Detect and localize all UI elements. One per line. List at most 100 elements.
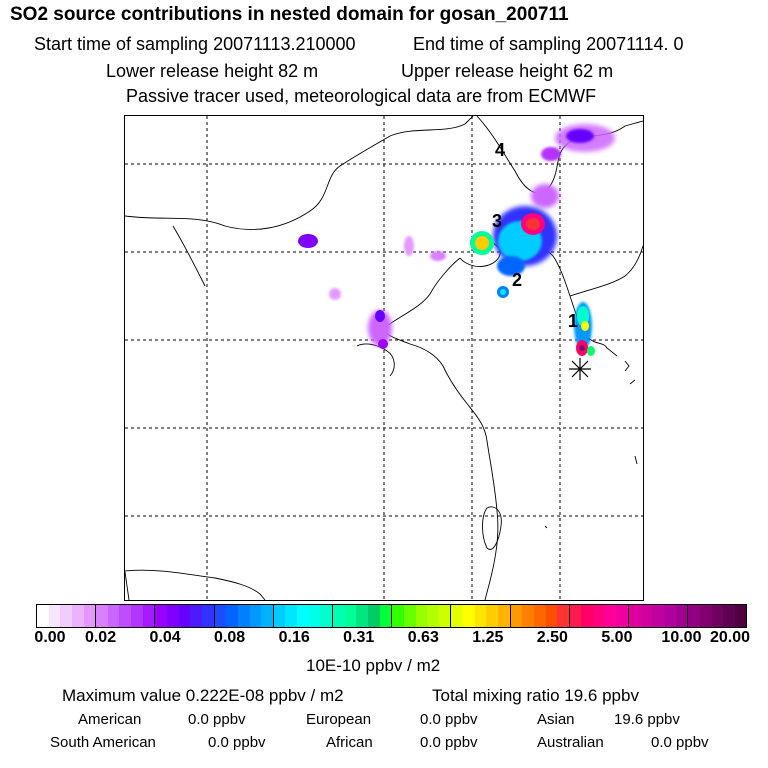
color-scale-swatch (734, 605, 747, 627)
color-scale-swatch (83, 605, 97, 627)
color-scale-swatch (48, 605, 61, 627)
color-scale-swatch (367, 605, 380, 627)
source-name: European (306, 711, 372, 728)
color-scale-swatch (640, 605, 653, 627)
source-name: Australian (537, 734, 604, 751)
source-value: 0.0 ppbv (188, 711, 246, 728)
color-scale-swatch (379, 605, 393, 627)
color-scale-swatch (403, 605, 416, 627)
color-scale-swatch (119, 605, 132, 627)
asterisk-icon (569, 358, 591, 380)
color-scale-swatch (663, 605, 676, 627)
color-scale-swatch (107, 605, 120, 627)
color-scale-swatch (486, 605, 498, 627)
color-scale-swatch (273, 605, 286, 627)
color-scale-swatch (688, 605, 700, 627)
tracer-note: Passive tracer used, meteorological data… (126, 86, 597, 106)
color-scale-swatch (415, 605, 428, 627)
color-scale-tick-label: 1.25 (472, 629, 504, 646)
source-name: American (78, 711, 142, 728)
color-scale-swatch (71, 605, 84, 627)
color-scale-swatch (37, 605, 49, 627)
color-scale-swatch (581, 605, 594, 627)
source-label: 2 (512, 270, 522, 290)
color-scale-swatch (190, 605, 202, 627)
color-scale-swatch (557, 605, 570, 627)
source-value: 0.0 ppbv (208, 734, 266, 751)
color-scale-swatch (522, 605, 534, 627)
color-scale-tick-label: 0.02 (84, 629, 117, 646)
concentration-plume (298, 124, 615, 356)
source-value: 19.6 ppbv (614, 711, 680, 728)
color-scale-swatch (96, 605, 108, 627)
color-scale-swatch (593, 605, 605, 627)
color-scale-tick-label: 0.04 (149, 629, 181, 646)
coastlines (125, 116, 643, 600)
source-label: 1 (568, 311, 578, 331)
source-name: Asian (537, 711, 575, 728)
color-scale-swatch (333, 605, 345, 627)
islands (482, 360, 638, 550)
color-scale-swatch (344, 605, 357, 627)
total-mixing-ratio: Total mixing ratio 19.6 ppbv (432, 686, 639, 705)
color-scale-swatch (131, 605, 143, 627)
upper-release-height: Upper release height 62 m (401, 61, 614, 81)
source-name: South American (50, 734, 156, 751)
color-scale-swatch (320, 605, 334, 627)
color-scale-bar (36, 604, 747, 628)
color-scale-swatch (155, 605, 168, 627)
color-scale-tick-label: 0.31 (343, 629, 375, 646)
figure-title: SO2 source contributions in nested domai… (10, 4, 569, 25)
start-time: Start time of sampling 20071113.210000 (34, 34, 356, 54)
color-scale-swatch (616, 605, 630, 627)
color-scale-swatch (427, 605, 439, 627)
color-scale-swatch (569, 605, 582, 627)
color-scale-swatch (510, 605, 523, 627)
source-value: 0.0 ppbv (651, 734, 709, 751)
color-scale-swatch (711, 605, 724, 627)
color-scale-swatch (261, 605, 274, 627)
color-scale-tick-label: 0.08 (214, 629, 246, 646)
color-scale-units: 10E-10 ppbv / m2 (306, 656, 441, 675)
color-scale-swatch (438, 605, 452, 627)
source-name: African (326, 734, 373, 751)
color-scale-tick-label: 5.00 (601, 629, 633, 646)
color-scale-swatch (463, 605, 475, 627)
color-scale-swatch (629, 605, 641, 627)
color-scale-swatch (392, 605, 404, 627)
color-scale-swatch (167, 605, 179, 627)
max-value: Maximum value 0.222E-08 ppbv / m2 (62, 686, 344, 705)
color-scale-tick-label: 0.16 (278, 629, 310, 646)
color-scale-swatch (214, 605, 227, 627)
color-scale-tick-label: 10.00 (661, 629, 702, 646)
grid-lines (125, 116, 643, 600)
color-scale-swatch (652, 605, 664, 627)
color-scale-swatch (474, 605, 487, 627)
color-scale-swatch (60, 605, 72, 627)
source-value: 0.0 ppbv (420, 734, 478, 751)
color-scale-tick-label: 2.50 (536, 629, 568, 646)
color-scale-swatch (545, 605, 558, 627)
color-scale-swatch (226, 605, 238, 627)
color-scale-swatch (249, 605, 262, 627)
source-label: 4 (495, 140, 505, 160)
color-scale-swatch (201, 605, 215, 627)
map-panel: 1 2 3 4 (124, 115, 644, 601)
color-scale-swatch (356, 605, 368, 627)
lower-release-height: Lower release height 82 m (106, 61, 319, 81)
source-label: 3 (492, 211, 502, 231)
color-scale-tick-label: 20.00 (709, 629, 751, 646)
color-scale-swatch (142, 605, 156, 627)
color-scale-swatch (723, 605, 735, 627)
source-value: 0.0 ppbv (420, 711, 478, 728)
color-scale-swatch (237, 605, 250, 627)
end-time: End time of sampling 20071114. 0 (413, 34, 684, 54)
color-scale-tick-label: 0.00 (34, 629, 66, 646)
color-scale-swatch (308, 605, 321, 627)
color-scale-swatch (297, 605, 309, 627)
color-scale-swatch (675, 605, 689, 627)
color-scale-swatch (451, 605, 464, 627)
color-scale-swatch (178, 605, 191, 627)
color-scale-swatch (699, 605, 712, 627)
color-scale-swatch (497, 605, 511, 627)
